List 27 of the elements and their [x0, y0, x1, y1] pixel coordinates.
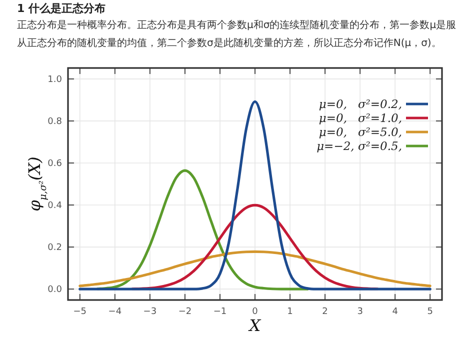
- legend-label: μ=0, σ²=5.0,: [318, 125, 402, 139]
- x-tick-label: −3: [143, 307, 157, 317]
- y-tick-label: 0.2: [48, 243, 62, 254]
- x-tick-label: 2: [322, 307, 328, 317]
- legend-label: μ=0, σ²=0.2,: [318, 97, 402, 111]
- x-tick-label: −4: [108, 307, 122, 317]
- y-tick-label: 0.6: [48, 158, 62, 169]
- legend-label: μ=−2, σ²=0.5,: [316, 139, 402, 153]
- x-axis-title: X: [247, 316, 262, 335]
- line-series: [96, 169, 309, 290]
- y-tick-label: 0.8: [48, 116, 62, 127]
- chart-title: 1 什么是正态分布: [17, 1, 106, 16]
- x-tick-label: −2: [178, 307, 192, 317]
- x-tick-label: 3: [357, 307, 363, 317]
- x-tick-label: 5: [427, 307, 433, 317]
- y-tick-label: 0.0: [48, 285, 62, 296]
- line-series: [78, 250, 432, 288]
- y-tick-label: 1.0: [48, 74, 62, 85]
- x-tick-label: −5: [73, 307, 87, 317]
- line-series: [78, 100, 432, 290]
- x-tick-label: 4: [392, 307, 398, 317]
- legend-label: μ=0, σ²=1.0,: [318, 111, 402, 125]
- x-tick-label: −1: [213, 307, 227, 317]
- y-tick-label: 0.4: [48, 201, 62, 212]
- x-tick-label: 1: [287, 307, 293, 317]
- x-tick-label: 0: [252, 307, 258, 317]
- chart-subtitle: 正态分布是一种概率分布。正态分布是具有两个参数μ和σ的连续型随机变量的分布，第一参数μ是服从正态分布的随机变量的均值，第二个参数σ是此随机变量的方差，所以正态分布记作N(μ，σ)。: [17, 18, 458, 51]
